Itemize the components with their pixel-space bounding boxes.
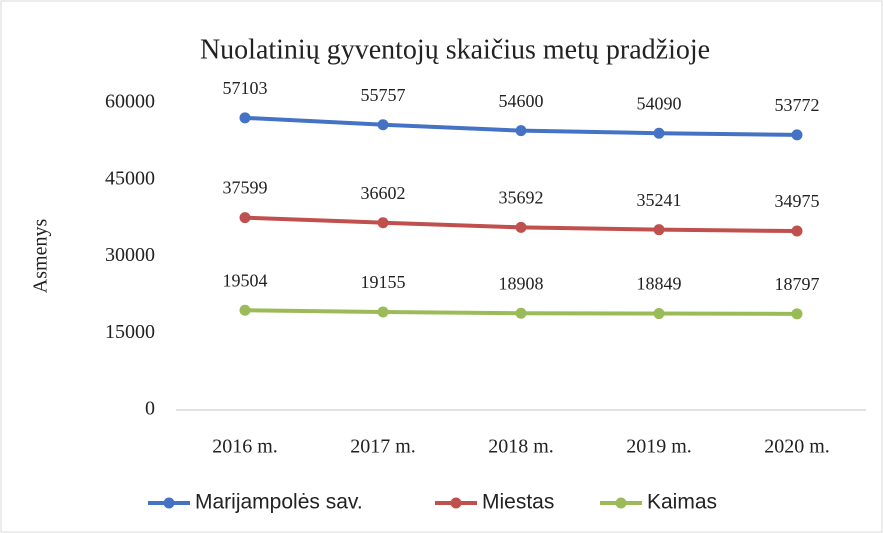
data-point	[791, 129, 803, 141]
data-point	[791, 225, 803, 237]
y-axis-label: Asmenys	[30, 219, 52, 294]
data-label: 35692	[499, 188, 544, 208]
data-label: 37599	[223, 178, 268, 198]
data-point	[791, 308, 803, 320]
legend-marker	[615, 497, 627, 509]
data-point	[653, 127, 665, 139]
data-label: 53772	[775, 95, 820, 115]
data-label: 18849	[637, 274, 682, 294]
data-point	[515, 307, 527, 319]
y-tick-label: 30000	[105, 244, 155, 266]
data-label: 57103	[223, 78, 268, 98]
legend-label: Kaimas	[647, 491, 717, 514]
data-label: 18908	[499, 273, 544, 293]
data-label: 19504	[223, 270, 268, 290]
data-point	[239, 212, 251, 224]
y-tick-label: 45000	[105, 167, 155, 189]
data-point	[515, 221, 527, 233]
data-point	[377, 306, 389, 318]
data-point	[239, 112, 251, 124]
data-label: 34975	[775, 191, 820, 211]
x-tick-label: 2020 m.	[764, 436, 830, 458]
data-label: 54090	[637, 93, 682, 113]
data-point	[377, 217, 389, 229]
y-tick-label: 0	[145, 398, 155, 420]
data-label: 35241	[637, 190, 682, 210]
y-tick-label: 15000	[105, 321, 155, 343]
data-label: 19155	[361, 272, 406, 292]
x-tick-label: 2018 m.	[488, 436, 554, 458]
x-tick-label: 2017 m.	[350, 436, 416, 458]
data-point	[515, 125, 527, 137]
chart-title: Nuolatinių gyventojų skaičius metų pradž…	[200, 34, 710, 65]
y-tick-label: 60000	[105, 91, 155, 113]
legend-label: Miestas	[482, 491, 554, 514]
legend-label: Marijampolės sav.	[195, 491, 363, 514]
legend-marker	[163, 497, 175, 509]
data-point	[653, 224, 665, 236]
data-label: 55757	[361, 85, 406, 105]
x-tick-label: 2019 m.	[626, 436, 692, 458]
x-tick-label: 2016 m.	[212, 436, 278, 458]
legend-marker	[450, 497, 462, 509]
data-label: 18797	[775, 274, 820, 294]
data-point	[653, 308, 665, 320]
data-label: 36602	[361, 183, 406, 203]
data-label: 54600	[499, 91, 544, 111]
data-point	[239, 304, 251, 316]
data-point	[377, 119, 389, 131]
